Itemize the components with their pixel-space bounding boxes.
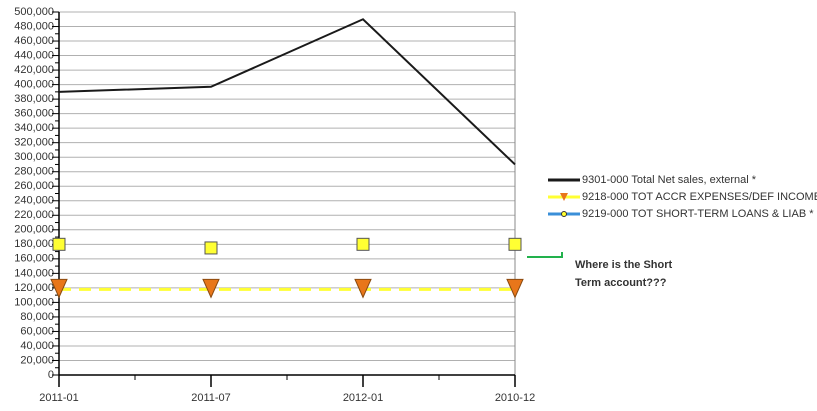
y-tick-label: 420,000 — [14, 64, 54, 76]
y-tick-label: 60,000 — [20, 325, 54, 337]
y-tick-label: 400,000 — [14, 79, 54, 91]
marker — [354, 278, 372, 299]
x-tick-label: 2010-12 — [495, 392, 535, 404]
y-tick-label: 360,000 — [14, 108, 54, 120]
y-tick-label: 80,000 — [20, 311, 54, 323]
x-tick-label: 2011-07 — [191, 392, 231, 404]
marker — [508, 237, 522, 251]
legend-marker — [560, 193, 568, 201]
y-tick-label: 340,000 — [14, 122, 54, 134]
annotation: Where is the Short — [575, 259, 673, 271]
x-tick-label: 2012-01 — [343, 392, 383, 404]
marker — [202, 278, 220, 299]
y-tick-label: 40,000 — [20, 340, 54, 352]
y-tick-label: 20,000 — [20, 354, 54, 366]
y-tick-label: 460,000 — [14, 35, 54, 47]
marker — [506, 278, 524, 299]
y-tick-label: 220,000 — [14, 209, 54, 221]
x-tick-label: 2011-01 — [39, 392, 79, 404]
annotation-bracket — [527, 252, 563, 258]
legend-label: 9301-000 Total Net sales, external * — [582, 174, 757, 186]
y-tick-label: 200,000 — [14, 224, 54, 236]
y-tick-label: 240,000 — [14, 195, 54, 207]
marker — [50, 278, 68, 299]
y-tick-label: 100,000 — [14, 296, 54, 308]
y-tick-label: 120,000 — [14, 282, 54, 294]
legend-marker — [561, 211, 567, 217]
annotation: Term account??? — [575, 277, 667, 289]
y-tick-label: 480,000 — [14, 20, 54, 32]
y-tick-label: 300,000 — [14, 151, 54, 163]
y-tick-label: 500,000 — [14, 6, 54, 18]
y-tick-label: 160,000 — [14, 253, 54, 265]
y-tick-label: 440,000 — [14, 49, 54, 61]
y-tick-label: 0 — [48, 369, 54, 381]
marker — [52, 237, 66, 251]
marker — [204, 241, 218, 255]
y-tick-label: 260,000 — [14, 180, 54, 192]
legend-label: 9218-000 TOT ACCR EXPENSES/DEF INCOME * — [582, 191, 817, 203]
legend-label: 9219-000 TOT SHORT-TERM LOANS & LIAB * — [582, 208, 814, 220]
y-tick-label: 380,000 — [14, 93, 54, 105]
y-tick-label: 140,000 — [14, 267, 54, 279]
y-tick-label: 320,000 — [14, 137, 54, 149]
y-tick-label: 280,000 — [14, 166, 54, 178]
series-line — [58, 18, 516, 166]
y-tick-label: 180,000 — [14, 238, 54, 250]
marker — [356, 237, 370, 251]
